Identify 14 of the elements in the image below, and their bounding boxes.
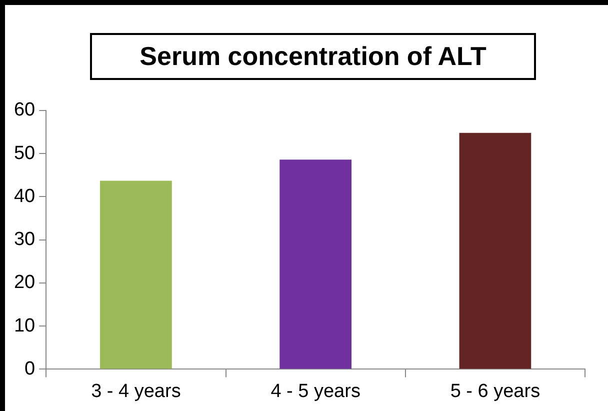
bar [280,160,352,369]
y-tick-label: 0 [24,358,36,380]
y-tick-label: 40 [14,186,36,207]
y-tick-label: 10 [14,315,36,336]
bar [100,180,172,369]
y-tick-label: 60 [14,100,36,121]
x-tick-label: 4 - 5 years [270,380,360,402]
y-tick-label: 20 [14,272,36,294]
bar [459,132,532,369]
y-tick-label: 30 [14,229,36,250]
chart-title: Serum concentration of ALT [90,33,536,80]
x-tick-label: 5 - 6 years [450,380,540,402]
y-tick-label: 50 [14,142,36,164]
x-tick-label: 3 - 4 years [91,380,181,402]
